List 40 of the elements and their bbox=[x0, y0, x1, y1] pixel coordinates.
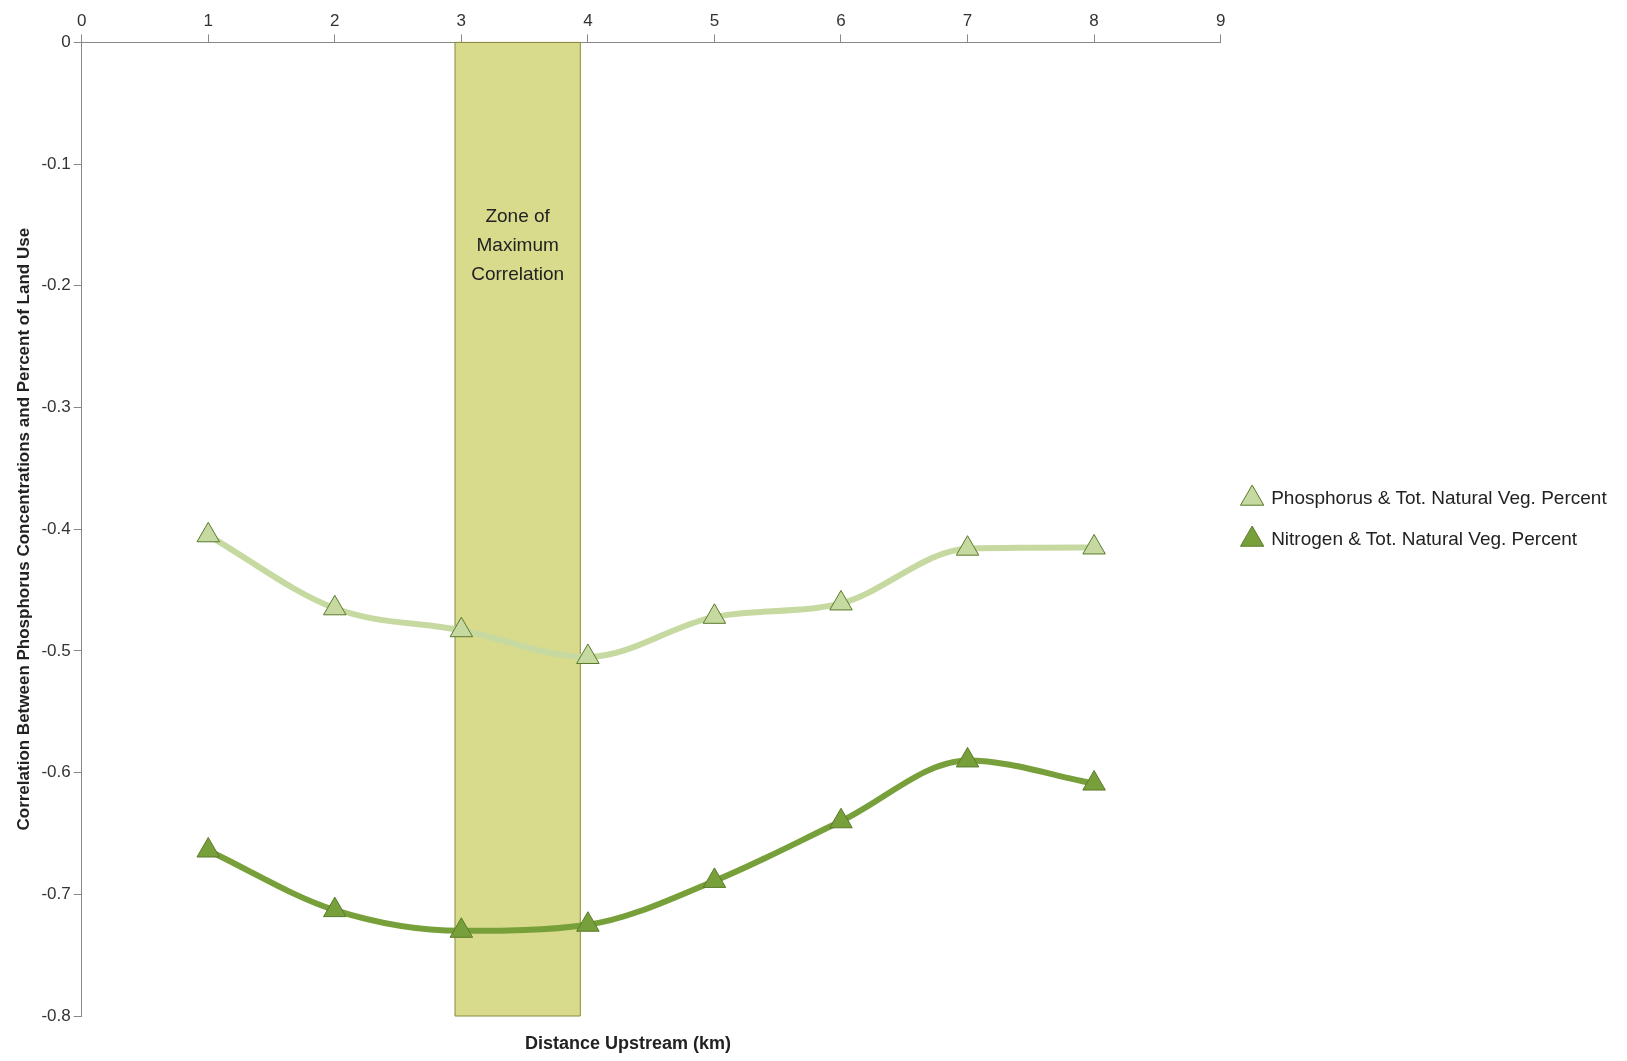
y-tick-label: 0 bbox=[61, 32, 71, 52]
point bbox=[576, 911, 600, 932]
y-axis-title: Correlation Between Phosphorus Concentrations and Percent of Land Use bbox=[13, 227, 33, 831]
x-tick-label: 7 bbox=[962, 10, 973, 30]
point bbox=[1082, 770, 1106, 791]
y-tick-label: -0.6 bbox=[41, 762, 71, 782]
point bbox=[323, 896, 347, 918]
legend-label: Nitrogen & Tot. Natural Veg. Percent bbox=[1271, 527, 1578, 549]
point bbox=[196, 836, 220, 858]
x-tick-label: 4 bbox=[583, 10, 593, 30]
x-tick-label: 6 bbox=[836, 10, 846, 30]
point bbox=[829, 589, 853, 611]
x-tick-label: 9 bbox=[1215, 10, 1226, 30]
x-tick-label: 5 bbox=[709, 10, 720, 30]
legend-label: Phosphorus & Tot. Natural Veg. Percent bbox=[1271, 486, 1608, 508]
point bbox=[1082, 533, 1106, 555]
y-tick-label: -0.2 bbox=[41, 275, 71, 295]
x-axis-title: Distance Upstream (km) bbox=[523, 1033, 733, 1054]
y-tick-label: -0.4 bbox=[41, 518, 71, 538]
band-label: Zone of Maximum Correlation bbox=[471, 205, 565, 285]
point bbox=[449, 917, 474, 938]
point bbox=[702, 603, 727, 624]
y-tick-label: -0.3 bbox=[41, 397, 71, 417]
x-tick-label: 3 bbox=[456, 10, 467, 30]
y-tick-label: -0.1 bbox=[41, 153, 71, 173]
point bbox=[576, 643, 600, 664]
point bbox=[196, 521, 220, 543]
point bbox=[955, 746, 980, 768]
point bbox=[449, 616, 474, 638]
y-tick-label: -0.8 bbox=[41, 1005, 71, 1025]
x-tick-label: 0 bbox=[76, 10, 87, 30]
point bbox=[702, 867, 727, 888]
x-tick-label: 2 bbox=[330, 10, 340, 30]
x-tick-label: 8 bbox=[1089, 10, 1099, 30]
point bbox=[323, 594, 347, 616]
x-tick-label: 1 bbox=[203, 10, 213, 30]
point bbox=[955, 535, 980, 556]
y-tick-label: -0.7 bbox=[41, 883, 71, 903]
point bbox=[829, 807, 853, 829]
y-tick-label: -0.5 bbox=[41, 640, 71, 660]
